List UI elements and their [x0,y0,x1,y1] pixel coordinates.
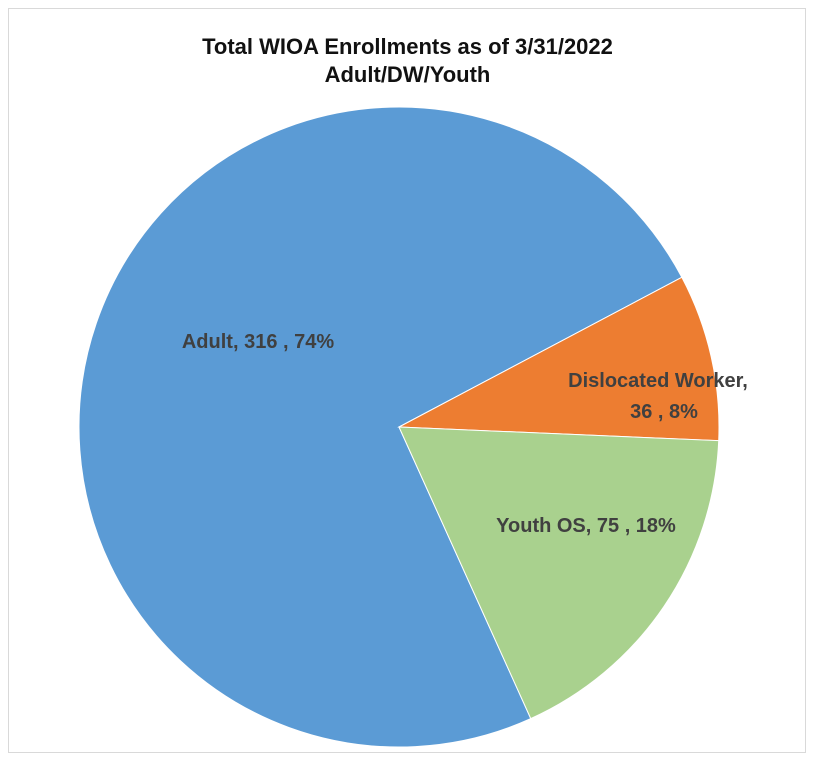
pie-slice-adult [78,106,683,748]
pie-slice-youth-os [398,426,720,720]
data-label-dislocated-worker: Dislocated Worker, [568,370,748,392]
data-label-youth-os: Youth OS, 75 , 18% [496,515,676,537]
data-label-dislocated-worker-values: 36 , 8% [630,401,698,423]
chart-subtitle: Adult/DW/Youth [324,62,491,87]
pie-slice-dislocated-worker [397,276,720,442]
chart-title: Total WIOA Enrollments as of 3/31/2022 [202,34,613,59]
data-label-adult: Adult, 316 , 74% [182,331,334,353]
